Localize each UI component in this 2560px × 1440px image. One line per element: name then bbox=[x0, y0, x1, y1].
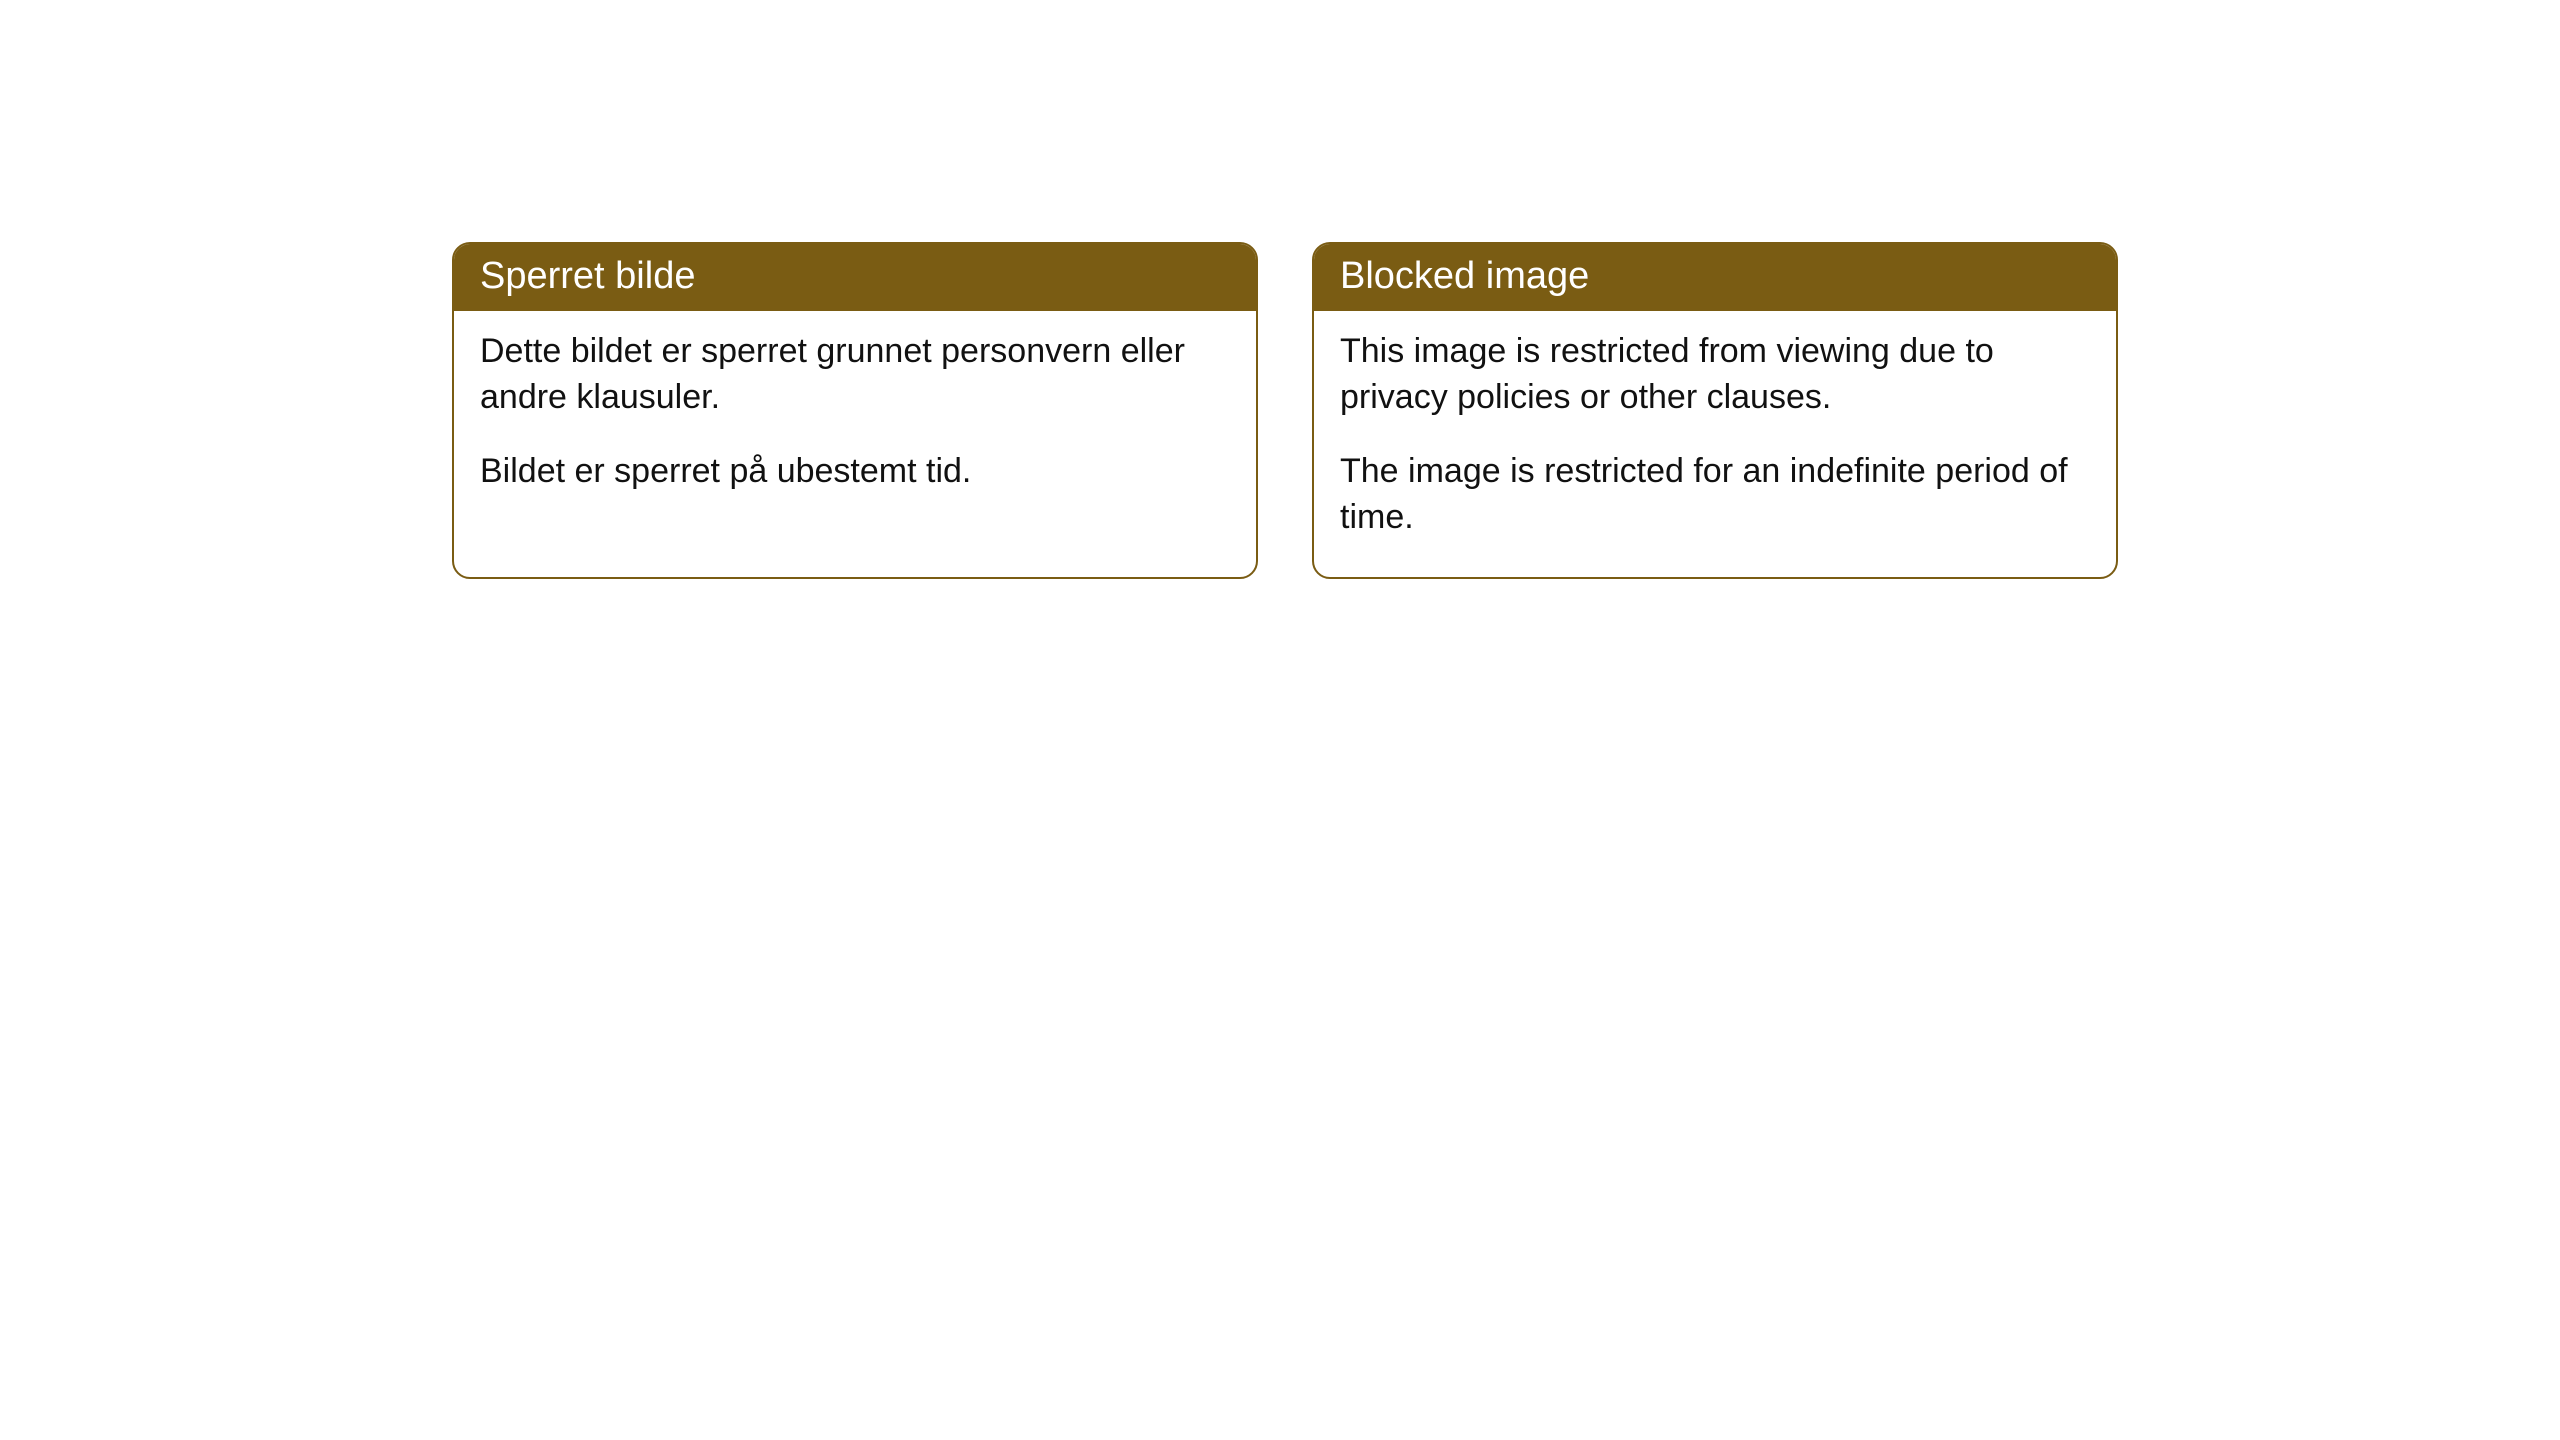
card-header: Sperret bilde bbox=[454, 244, 1256, 311]
card-paragraph: The image is restricted for an indefinit… bbox=[1340, 449, 2090, 541]
card-paragraph: Bildet er sperret på ubestemt tid. bbox=[480, 449, 1230, 495]
card-paragraph: Dette bildet er sperret grunnet personve… bbox=[480, 329, 1230, 421]
card-paragraph: This image is restricted from viewing du… bbox=[1340, 329, 2090, 421]
card-body: Dette bildet er sperret grunnet personve… bbox=[454, 311, 1256, 531]
card-header: Blocked image bbox=[1314, 244, 2116, 311]
notice-card-english: Blocked image This image is restricted f… bbox=[1312, 242, 2118, 579]
notice-card-norwegian: Sperret bilde Dette bildet er sperret gr… bbox=[452, 242, 1258, 579]
card-body: This image is restricted from viewing du… bbox=[1314, 311, 2116, 577]
notice-container: Sperret bilde Dette bildet er sperret gr… bbox=[0, 0, 2560, 579]
